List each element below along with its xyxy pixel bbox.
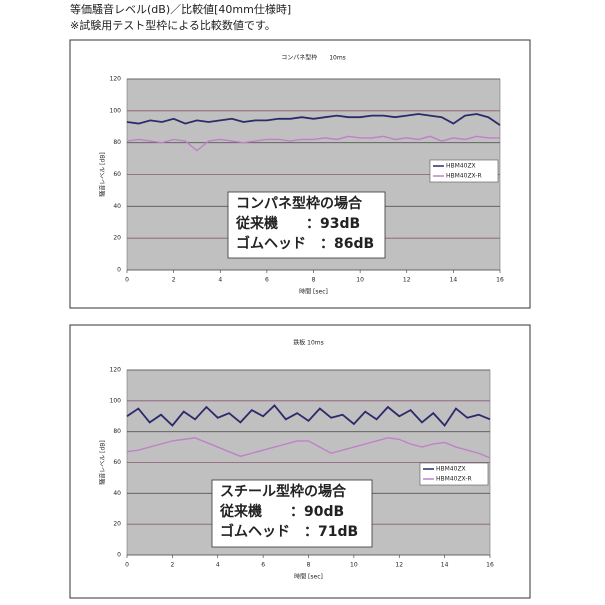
x-tick-label: 0 [125, 277, 129, 284]
x-tick-label: 8 [312, 277, 316, 284]
annotation-text: 従来機 ：93dB [235, 215, 360, 232]
annotation-box [211, 479, 373, 548]
annotation-text: 従来機 ：90dB [219, 503, 344, 520]
y-axis-label: 騒音レベル [dB] [99, 440, 107, 485]
y-tick-label: 0 [117, 267, 121, 274]
y-tick-label: 20 [113, 521, 121, 528]
y-tick-label: 80 [113, 139, 121, 146]
x-tick-label: 0 [125, 562, 129, 569]
x-tick-label: 4 [216, 562, 220, 569]
annotation-text: スチール型枠の場合 [220, 483, 347, 500]
y-tick-label: 60 [113, 459, 121, 466]
header-line: 等価騒音レベル(dB)／比較値[40mm仕様時] [70, 2, 291, 16]
y-tick-label: 120 [110, 367, 122, 374]
annotation-text: ゴムヘッド ：71dB [220, 523, 358, 540]
y-tick-label: 40 [113, 203, 121, 210]
x-axis-label: 時間 [sec] [294, 573, 323, 581]
x-tick-label: 8 [307, 562, 311, 569]
legend-label: HBM40ZX [436, 466, 466, 473]
x-tick-label: 2 [172, 277, 176, 284]
series-line [126, 437, 491, 459]
legend-box [419, 462, 489, 486]
y-tick-label: 100 [110, 107, 122, 114]
x-tick-label: 12 [395, 562, 403, 569]
y-tick-label: 20 [113, 235, 121, 242]
x-tick-label: 4 [218, 277, 222, 284]
legend-label: HBM40ZX [446, 163, 476, 170]
header-note: ※試験用テスト型枠による比較数値です。 [70, 18, 276, 32]
series-line [126, 135, 500, 152]
x-tick-label: 14 [441, 562, 449, 569]
legend-label: HBM40ZX-R [436, 476, 472, 483]
y-tick-label: 0 [117, 552, 121, 559]
y-tick-label: 100 [110, 397, 122, 404]
y-tick-label: 40 [113, 490, 121, 497]
series-line [126, 113, 501, 126]
y-tick-label: 60 [113, 171, 121, 178]
x-tick-label: 16 [486, 562, 494, 569]
annotation-box [227, 191, 386, 259]
x-axis-label: 時間 [sec] [299, 288, 328, 296]
x-tick-label: 10 [356, 277, 364, 284]
annotation-text: ゴムヘッド ：86dB [236, 235, 374, 252]
x-tick-label: 12 [403, 277, 411, 284]
y-tick-label: 120 [110, 76, 122, 83]
annotation-text: コンパネ型枠の場合 [236, 195, 363, 212]
x-tick-label: 2 [170, 562, 174, 569]
x-tick-label: 16 [496, 277, 504, 284]
x-tick-label: 14 [450, 277, 458, 284]
x-tick-label: 6 [265, 277, 269, 284]
y-tick-label: 80 [113, 428, 121, 435]
chart-title: 鉄板 10ms [293, 339, 324, 347]
series-line [126, 404, 491, 427]
y-axis-label: 騒音レベル [dB] [99, 152, 107, 197]
legend-box [429, 159, 499, 183]
x-tick-label: 10 [350, 562, 358, 569]
chart-title: コンパネ型枠 10ms [281, 54, 346, 62]
legend-label: HBM40ZX-R [446, 173, 482, 180]
x-tick-label: 6 [261, 562, 265, 569]
